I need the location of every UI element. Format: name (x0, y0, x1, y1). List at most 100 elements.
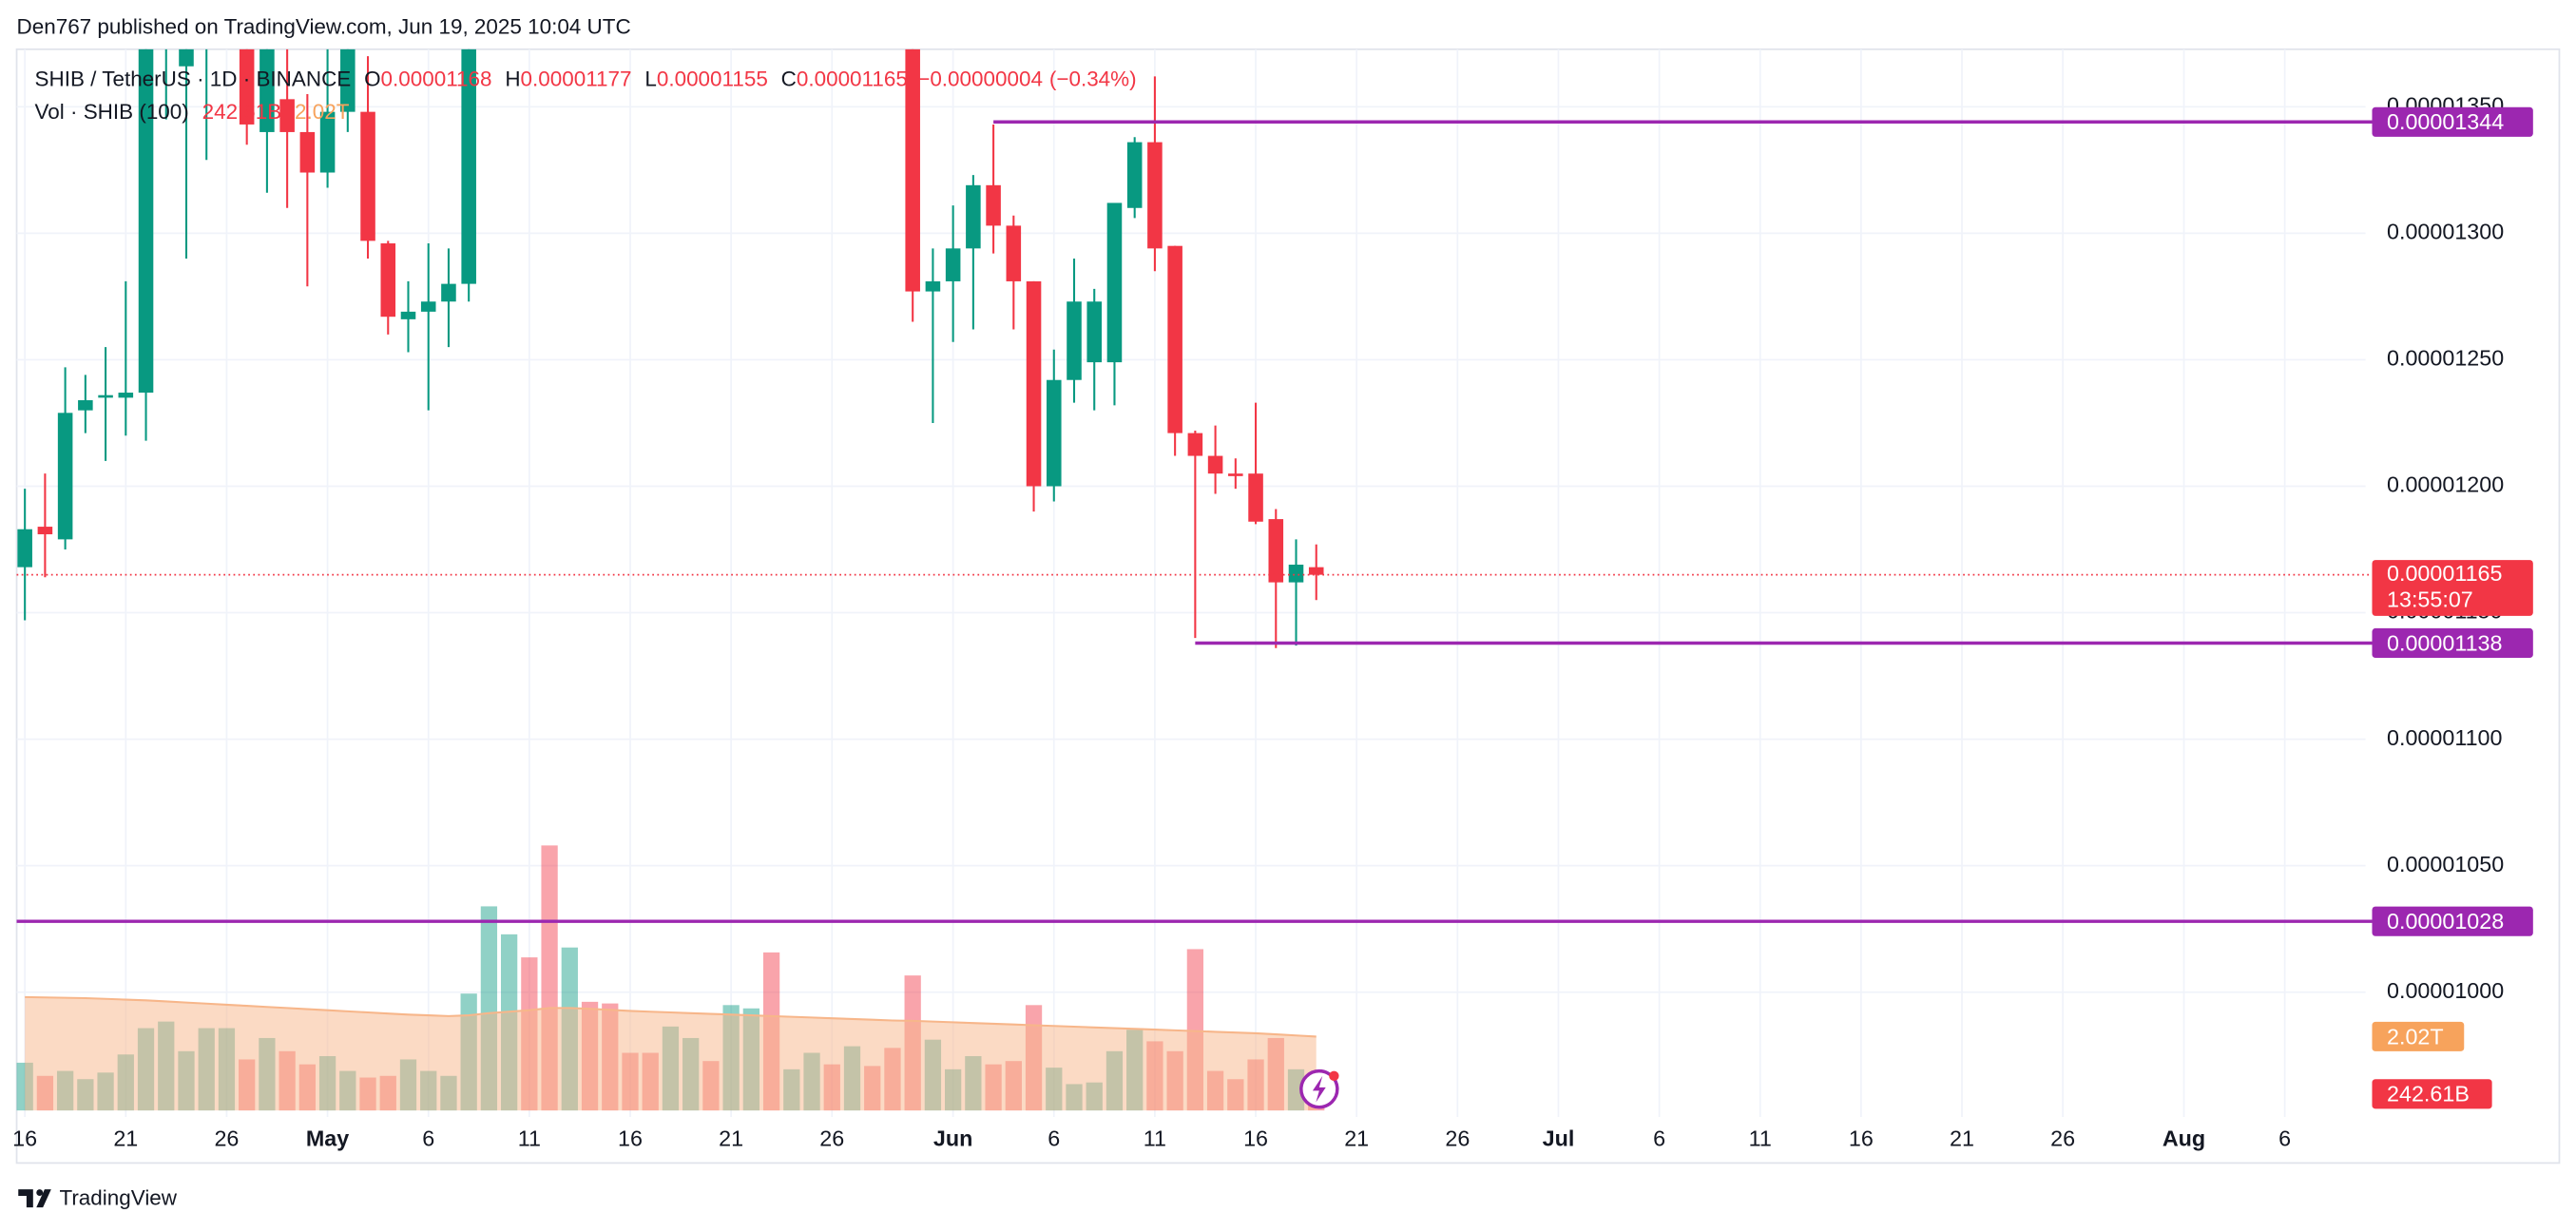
candle-body (966, 184, 981, 249)
volume-pane (16, 845, 1325, 1111)
x-tick-label: 26 (819, 1126, 844, 1150)
pane-border (15, 48, 2561, 1165)
candle-body (986, 184, 1001, 226)
symbol: SHIB / TetherUS · 1D · BINANCE (35, 67, 352, 91)
x-tick-label: 16 (1243, 1126, 1268, 1150)
ohlc-value: 0.00001165 (797, 67, 908, 91)
x-tick-label: 26 (214, 1126, 239, 1150)
candle-body (260, 48, 275, 132)
x-tick-label: 21 (1344, 1126, 1369, 1150)
candle-body (1167, 245, 1182, 433)
candle-body (1006, 225, 1022, 281)
candle-body (279, 99, 295, 132)
candle-body (420, 301, 436, 312)
x-tick-label: 6 (1653, 1126, 1665, 1150)
last-price-label: 0.00001165 (2387, 561, 2502, 586)
candle-body (1268, 519, 1284, 583)
x-tick-label: 26 (1445, 1126, 1470, 1150)
x-tick-label: Jun (933, 1126, 972, 1150)
candle-body (37, 527, 53, 535)
ohlc-letter: C (781, 67, 797, 91)
x-tick-label: 16 (12, 1126, 37, 1150)
x-tick-label: 21 (113, 1126, 138, 1150)
volume-value: 242.61B (202, 100, 282, 124)
ohlc-value: 0.00001177 (521, 67, 632, 91)
candle-body (17, 529, 32, 568)
candle-body (380, 243, 396, 318)
brand: TradingView (59, 1185, 177, 1209)
candle-body (98, 395, 113, 398)
x-tick-label: 21 (1950, 1126, 1974, 1150)
candle-body (78, 400, 93, 411)
volume-ma-line (25, 995, 1317, 1038)
candle-body (1207, 455, 1223, 474)
last-price-tag (2372, 560, 2533, 616)
y-tick-label: 0.00001050 (2387, 852, 2504, 876)
x-tick-label: 6 (1048, 1126, 1060, 1150)
y-tick-label: 0.00001250 (2387, 346, 2504, 371)
ohlc-letter: L (644, 67, 657, 91)
overlay: 0.00001344 0.00001138 0.00001028 0.00001165… (16, 106, 2533, 1109)
x-tick-label: 11 (518, 1126, 541, 1150)
x-tick-label: 6 (422, 1126, 434, 1150)
countdown: 13:55:07 (2387, 587, 2473, 611)
candle-body (1086, 301, 1103, 363)
level-tag (2372, 906, 2533, 936)
volume-tag (2372, 1079, 2492, 1109)
candle-body (1288, 564, 1304, 583)
x-tick-label: 6 (2278, 1126, 2291, 1150)
lightning-icon[interactable] (1299, 1068, 1339, 1109)
x-tick-label: 21 (719, 1126, 743, 1150)
candle-body (1046, 379, 1062, 487)
x-tick-label: 16 (1849, 1126, 1874, 1150)
y-tick-label: 0.00001000 (2387, 978, 2504, 1003)
candle-body (1187, 433, 1203, 456)
candle-body (1147, 142, 1163, 249)
candle-body (1228, 473, 1243, 476)
candle-body (905, 48, 920, 292)
y-tick-label: 0.00001300 (2387, 220, 2504, 244)
ohlc-letter: H (505, 67, 520, 91)
x-tick-label: Jul (1543, 1126, 1575, 1150)
candle-body (925, 280, 941, 292)
candle-body (1067, 301, 1082, 380)
candle-body (299, 131, 316, 173)
candle-body (138, 48, 154, 394)
ohlc-letter: O (364, 67, 380, 91)
volume-ma-area (25, 996, 1317, 1111)
legend-main: SHIB / TetherUS · 1D · BINANCE O 0.0000116… (35, 67, 1137, 91)
change: −0.00000004 (917, 67, 1043, 91)
publisher: Den767 published on TradingView.com, Jun… (17, 14, 631, 38)
volume-title: Vol · SHIB (100) (35, 100, 189, 124)
candle-body (1308, 567, 1324, 575)
grid: 0.000010000.000010500.000011000.00001150… (12, 48, 2504, 1150)
candle-body (1106, 202, 1123, 363)
level-label: 0.00001138 (2387, 630, 2502, 655)
candle-body (118, 393, 134, 398)
ohlc-value: 0.00001155 (657, 67, 768, 91)
change-percent: (−0.34%) (1049, 67, 1137, 91)
x-tick-label: Aug (2163, 1126, 2205, 1150)
price-pane (17, 48, 1324, 648)
level-label: 0.00001344 (2387, 109, 2504, 134)
candle-body (179, 48, 194, 67)
x-tick-label: 26 (2050, 1126, 2075, 1150)
level-label: 0.00001028 (2387, 909, 2504, 934)
candle-body (360, 111, 375, 241)
candle-body (400, 311, 416, 319)
x-tick-label: 11 (1749, 1126, 1772, 1150)
candle-body (319, 111, 336, 173)
candle-body (441, 283, 456, 302)
ma-tag-label: 2.02T (2387, 1024, 2444, 1049)
candle-body (1126, 142, 1143, 208)
candle-body (1026, 280, 1042, 487)
candle-body (945, 248, 961, 281)
y-tick-label: 0.00001100 (2387, 725, 2502, 750)
x-tick-label: 16 (618, 1126, 643, 1150)
candle-body (340, 48, 356, 112)
legend-volume: Vol · SHIB (100) 242.61B 2.02T (35, 100, 350, 124)
y-tick-label: 0.00001200 (2387, 472, 2504, 497)
volume-ma-value: 2.02T (295, 100, 350, 124)
